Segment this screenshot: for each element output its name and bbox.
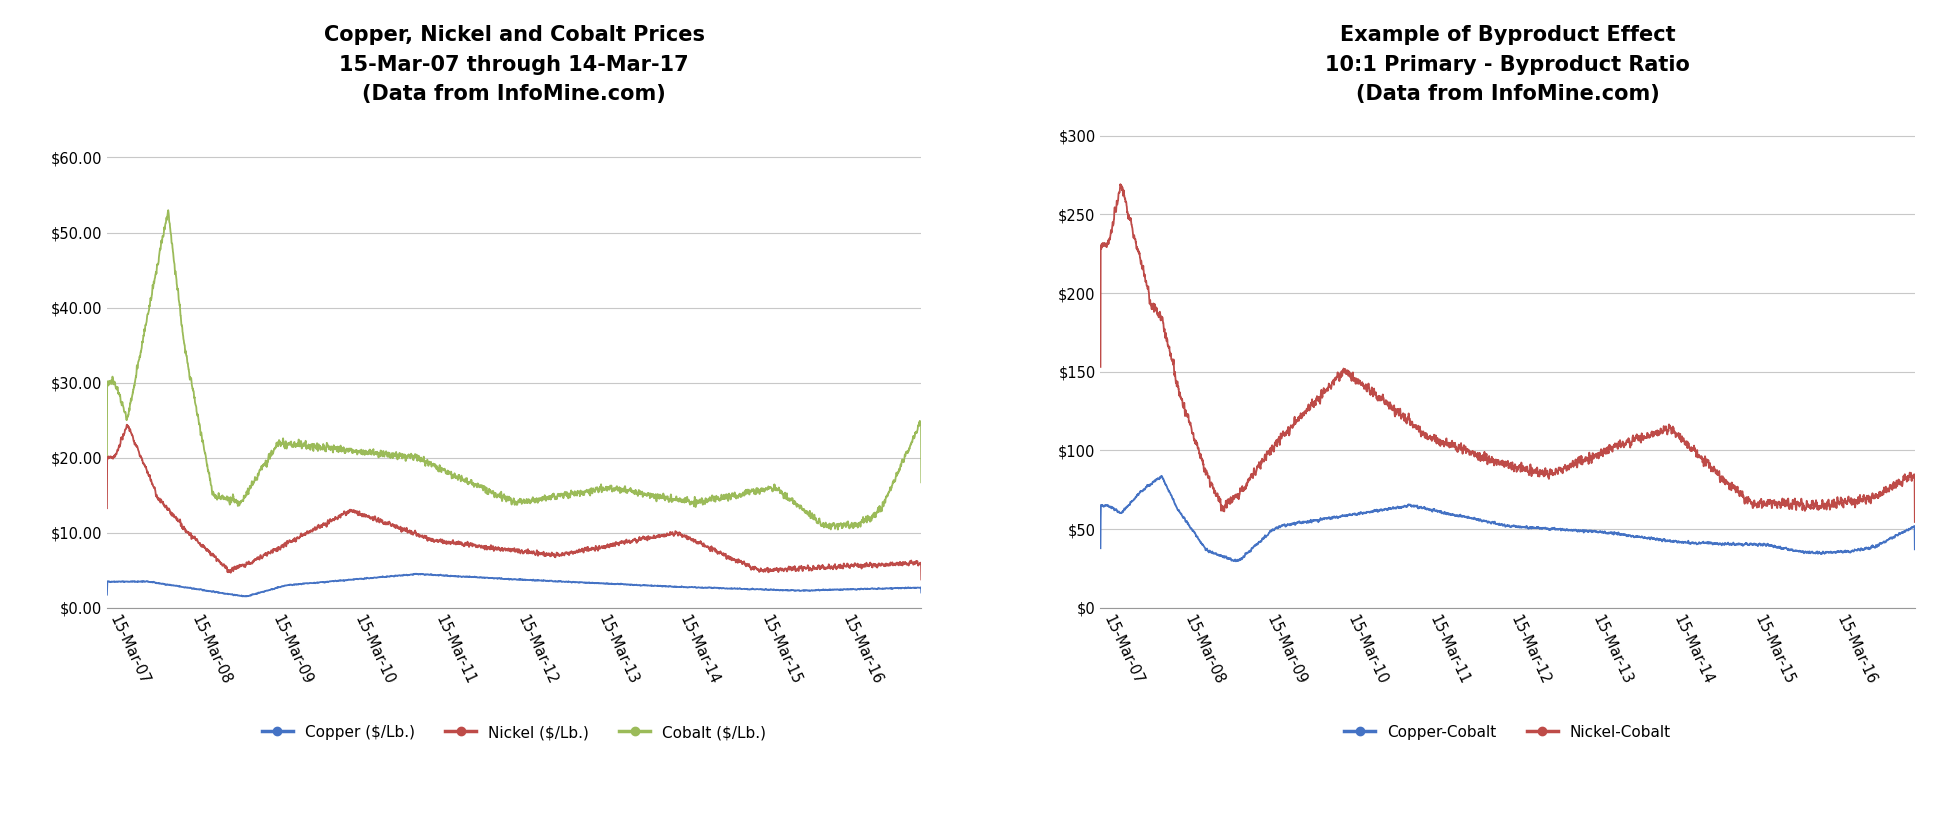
Title: Example of Byproduct Effect
10:1 Primary - Byproduct Ratio
(Data from InfoMine.c: Example of Byproduct Effect 10:1 Primary… — [1326, 26, 1689, 104]
Legend: Copper-Cobalt, Nickel-Cobalt: Copper-Cobalt, Nickel-Cobalt — [1337, 719, 1678, 747]
Legend: Copper ($/Lb.), Nickel ($/Lb.), Cobalt ($/Lb.): Copper ($/Lb.), Nickel ($/Lb.), Cobalt (… — [257, 719, 772, 747]
Title: Copper, Nickel and Cobalt Prices
15-Mar-07 through 14-Mar-17
(Data from InfoMine: Copper, Nickel and Cobalt Prices 15-Mar-… — [323, 26, 704, 104]
